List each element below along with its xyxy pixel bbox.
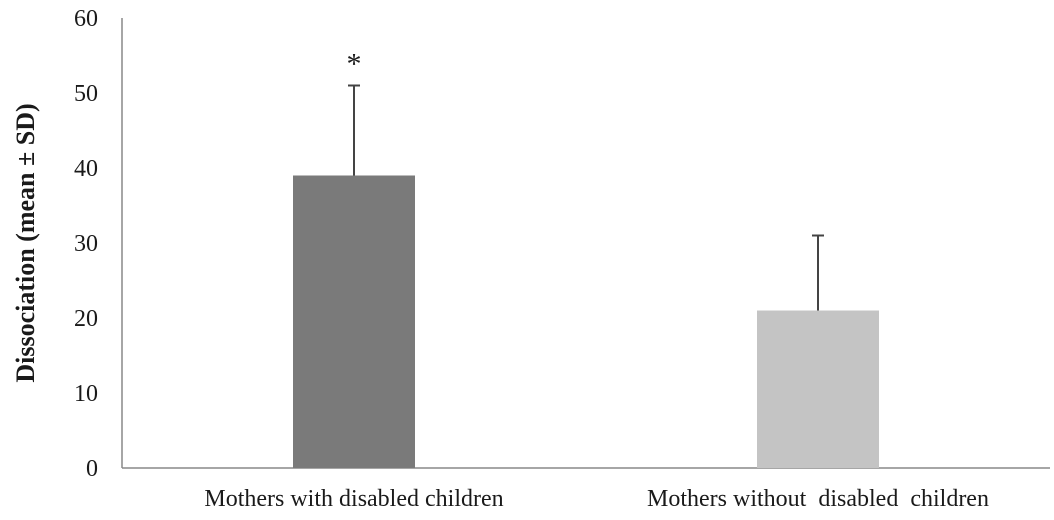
y-axis-title: Dissociation (mean ± SD): [11, 103, 40, 382]
bar: [293, 175, 415, 468]
category-label: Mothers with disabled children: [204, 486, 503, 512]
y-tick-label: 60: [74, 6, 98, 32]
significance-marker: *: [347, 48, 362, 81]
category-label: Mothers without disabled children: [647, 486, 989, 512]
y-tick-label: 50: [74, 81, 98, 107]
y-tick-label: 40: [74, 156, 98, 182]
y-tick-label: 30: [74, 231, 98, 257]
annotations: *: [347, 48, 362, 81]
bars: [293, 175, 879, 468]
y-tick-label: 0: [86, 456, 98, 482]
y-tick-label: 20: [74, 306, 98, 332]
error-bars: [348, 84, 824, 311]
y-tick-label: 10: [74, 381, 98, 407]
bar: [757, 310, 879, 468]
y-tick-labels: 0 10 20 30 40 50 60: [74, 6, 98, 482]
category-labels: Mothers with disabled children Mothers wi…: [204, 486, 989, 512]
axes: [121, 18, 1050, 469]
